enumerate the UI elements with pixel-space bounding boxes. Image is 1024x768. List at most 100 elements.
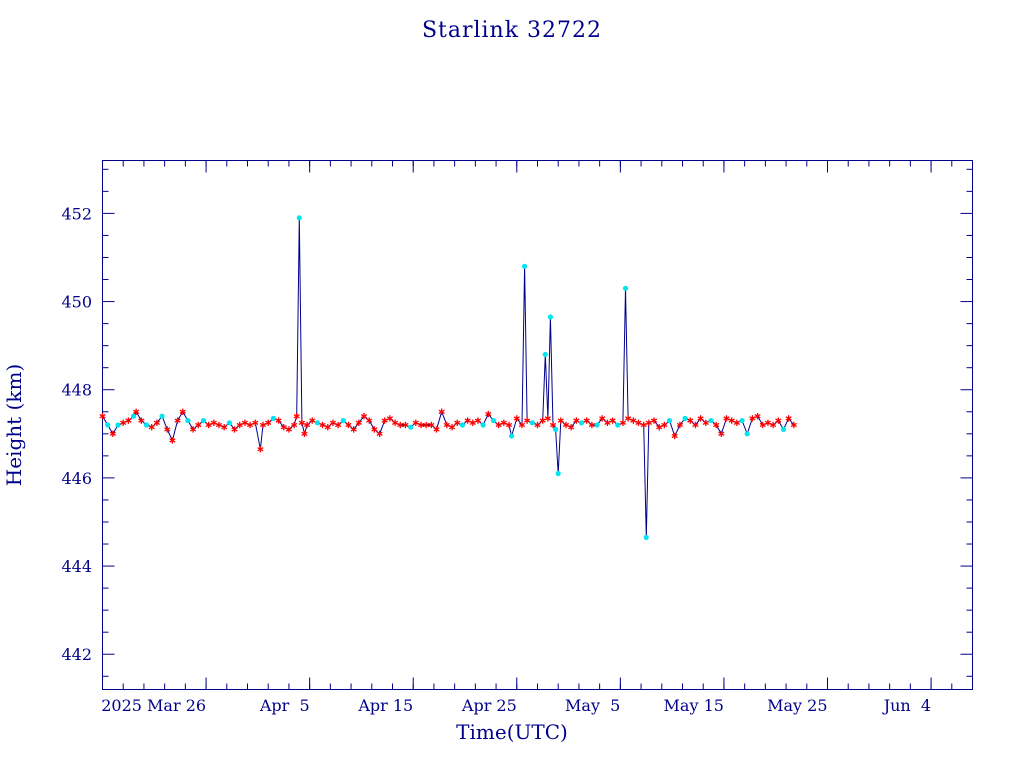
data-point-star xyxy=(376,430,383,438)
data-point-star xyxy=(645,419,652,426)
data-point-star xyxy=(324,424,331,431)
data-point-star xyxy=(285,426,293,433)
data-point-dot xyxy=(340,417,346,424)
data-point-star xyxy=(371,426,378,433)
data-point-dot xyxy=(555,470,561,477)
data-point-star xyxy=(754,412,761,420)
data-point-star xyxy=(568,424,575,431)
y-tick-label: 444 xyxy=(61,557,92,576)
data-point-star xyxy=(604,419,611,426)
data-point-star xyxy=(485,410,492,418)
x-tick-label: Apr 15 xyxy=(357,696,413,715)
chart-title: Starlink 32722 xyxy=(422,18,602,43)
data-point-star xyxy=(179,408,186,415)
data-point-dot xyxy=(594,422,600,428)
data-point-dot xyxy=(296,215,302,221)
data-point-star xyxy=(246,421,254,429)
data-point-star xyxy=(412,419,419,426)
data-point-star xyxy=(495,421,502,429)
data-point-star xyxy=(221,424,228,431)
data-point-star xyxy=(549,421,557,429)
data-point-star xyxy=(148,424,155,431)
y-tick-label: 450 xyxy=(61,293,92,312)
data-point-star xyxy=(99,412,106,420)
data-point-dot xyxy=(615,422,621,428)
data-point-star xyxy=(345,421,352,429)
data-point-star xyxy=(309,417,316,424)
data-point-star xyxy=(790,421,797,429)
data-point-star xyxy=(749,415,756,422)
data-point-dot xyxy=(159,413,165,419)
data-point-star xyxy=(301,430,308,438)
data-point-star xyxy=(518,421,526,429)
data-point-dot xyxy=(130,413,137,419)
data-point-star xyxy=(676,421,684,429)
data-point-star xyxy=(583,417,590,424)
data-point-star xyxy=(366,417,373,424)
data-point-star xyxy=(402,421,409,429)
data-point-star xyxy=(215,421,223,429)
data-point-star xyxy=(513,415,520,422)
data-point-star xyxy=(259,421,267,429)
data-point-star xyxy=(293,412,300,420)
x-tick-label: Apr 25 xyxy=(461,696,517,715)
data-point-dot xyxy=(521,263,528,269)
data-point-dot xyxy=(739,417,745,424)
data-point-dot xyxy=(622,285,629,291)
data-point-star xyxy=(241,419,249,426)
data-point-star xyxy=(153,419,160,426)
data-point-dot xyxy=(200,417,207,424)
data-point-star xyxy=(764,419,772,426)
data-point-dot xyxy=(480,422,486,428)
y-tick-label: 452 xyxy=(61,204,92,223)
data-point-dot xyxy=(682,415,688,421)
data-point-dot xyxy=(490,417,497,424)
data-point-star xyxy=(759,421,766,429)
data-point-star xyxy=(733,419,740,426)
x-tick-label: Jun 4 xyxy=(882,696,931,715)
data-point-star xyxy=(474,417,482,424)
data-point-star xyxy=(190,426,197,433)
x-axis: 2025 Mar 26 Apr 5 Apr 15 Apr 25 May 5 May 15 M… xyxy=(101,160,973,715)
data-point-star xyxy=(702,419,709,426)
y-axis-label: Height (km) xyxy=(2,364,26,486)
data-point-star xyxy=(713,421,720,429)
data-point-star xyxy=(697,415,704,422)
data-point-star xyxy=(125,417,132,424)
data-point-star xyxy=(291,421,298,429)
data-point-star xyxy=(609,417,616,424)
data-point-dot xyxy=(270,415,276,421)
data-point-dot xyxy=(226,420,232,426)
data-point-star xyxy=(319,421,326,429)
data-point-star xyxy=(438,408,445,415)
data-point-star xyxy=(505,421,513,429)
data-point-star xyxy=(265,419,272,426)
data-point-star xyxy=(656,424,663,431)
data-point-dot xyxy=(666,417,673,424)
x-axis-label: Time(UTC) xyxy=(456,720,568,744)
data-point-star xyxy=(360,412,368,420)
data-point-dot xyxy=(744,431,750,437)
data-point-star xyxy=(138,417,145,424)
data-point-star xyxy=(599,415,606,422)
data-point-dot xyxy=(708,417,714,424)
y-axis: 442 444 446 448 450 452 xyxy=(61,168,973,677)
data-point-star xyxy=(174,417,181,424)
data-point-star xyxy=(469,419,476,426)
y-tick-label: 442 xyxy=(61,645,92,664)
data-point-star xyxy=(650,417,658,424)
data-point-star xyxy=(428,421,435,429)
data-point-star xyxy=(275,417,282,424)
data-point-star xyxy=(397,421,404,429)
data-point-star xyxy=(630,417,637,424)
x-tick-label: 2025 Mar 26 xyxy=(101,696,206,715)
data-point-dot xyxy=(553,426,559,433)
data-point-star xyxy=(381,417,388,424)
data-point-star xyxy=(252,419,259,426)
data-point-star xyxy=(661,421,668,429)
data-point-star xyxy=(557,417,564,424)
x-tick-label: May 5 xyxy=(565,696,620,715)
data-point-star xyxy=(231,426,238,433)
data-point-star xyxy=(205,421,212,429)
data-point-star xyxy=(350,426,357,433)
